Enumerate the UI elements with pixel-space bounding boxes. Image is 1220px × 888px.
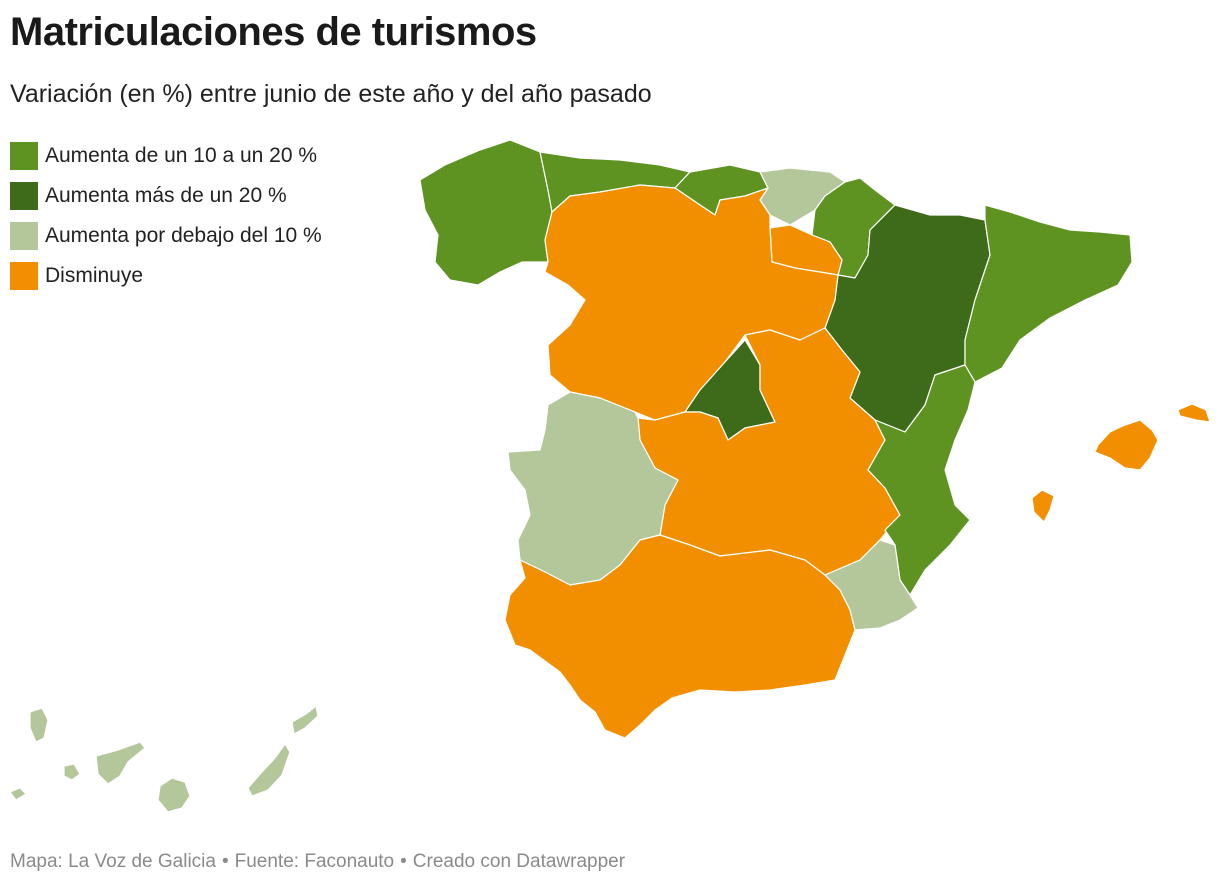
footer-separator: • <box>221 851 229 872</box>
footer-created-with: Creado con Datawrapper <box>412 851 626 872</box>
legend-item: Aumenta por debajo del 10 % <box>10 216 322 256</box>
legend-label: Disminuye <box>45 264 144 287</box>
chart-title: Matriculaciones de turismos <box>10 10 537 54</box>
region-canarias[interactable] <box>9 705 319 813</box>
legend-swatch <box>10 222 38 250</box>
chart-subtitle: Variación (en %) entre junio de este año… <box>10 80 652 108</box>
region-andalucia[interactable] <box>504 534 856 739</box>
region-baleares[interactable] <box>1031 403 1211 523</box>
legend: Aumenta de un 10 a un 20 % Aumenta más d… <box>10 136 322 296</box>
footer-source: Fuente: Faconauto <box>234 851 395 872</box>
footer-credits: Mapa: La Voz de Galicia • Fuente: Faconaut… <box>10 851 625 873</box>
legend-item: Disminuye <box>10 256 322 296</box>
legend-swatch <box>10 262 38 290</box>
legend-label: Aumenta de un 10 a un 20 % <box>45 144 318 167</box>
legend-label: Aumenta por debajo del 10 % <box>45 224 322 247</box>
footer-separator: • <box>400 851 407 872</box>
region-cataluna[interactable] <box>964 204 1133 383</box>
legend-item: Aumenta más de un 20 % <box>10 176 322 216</box>
legend-item: Aumenta de un 10 a un 20 % <box>10 136 322 176</box>
legend-swatch <box>10 142 38 170</box>
legend-swatch <box>10 182 38 210</box>
region-galicia[interactable] <box>419 139 553 286</box>
legend-label: Aumenta más de un 20 % <box>45 184 287 207</box>
footer-map-credit: Mapa: La Voz de Galicia <box>10 851 216 872</box>
region-murcia[interactable] <box>824 539 919 631</box>
